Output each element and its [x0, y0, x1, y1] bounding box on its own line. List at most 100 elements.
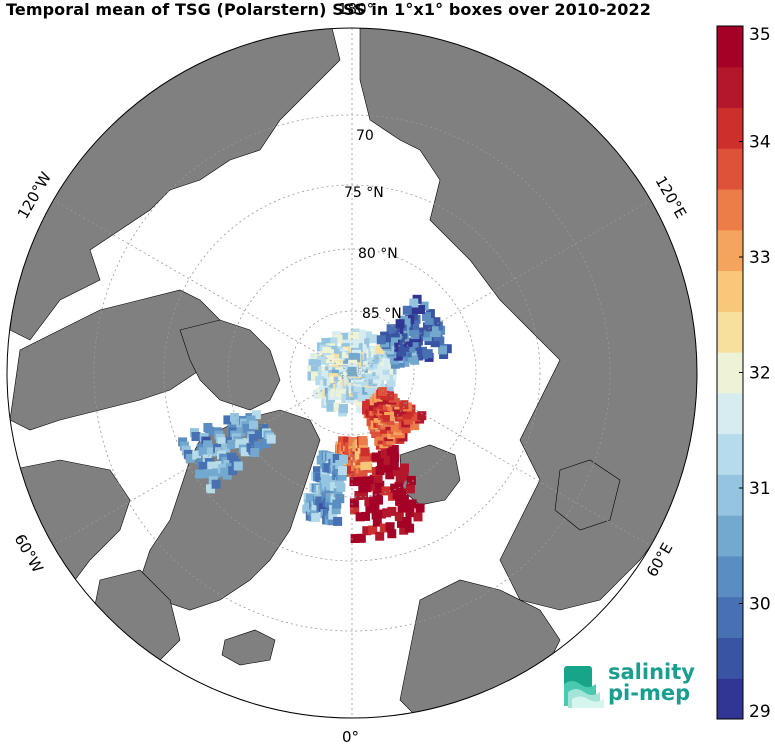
- colorbar-tick-label: 31: [749, 479, 771, 499]
- logo-line1: salinity: [608, 660, 695, 684]
- sss-cell: [338, 466, 347, 475]
- colorbar-swatch: [717, 637, 743, 679]
- sss-cell: [362, 483, 372, 493]
- sss-cell: [310, 506, 319, 516]
- sss-cell: [369, 496, 379, 506]
- sss-cell: [359, 490, 368, 500]
- sss-cell: [358, 436, 368, 446]
- sss-cell: [382, 508, 392, 518]
- sss-cell: [394, 512, 404, 522]
- sss-cell: [349, 338, 359, 348]
- sss-cell: [379, 360, 389, 370]
- sss-cell: [354, 491, 364, 500]
- sss-cell: [410, 421, 420, 431]
- sss-cell: [405, 508, 415, 518]
- sss-cell: [326, 452, 336, 462]
- sss-cell: [350, 505, 360, 515]
- sss-cell: [311, 365, 320, 375]
- colorbar-swatches: [717, 26, 743, 720]
- colorbar-swatch: [717, 270, 743, 312]
- sss-cell: [212, 468, 221, 478]
- sss-cell: [405, 523, 415, 533]
- sss-cell: [233, 461, 243, 471]
- colorbar-tick-label: 34: [749, 133, 771, 153]
- sss-cell: [253, 441, 263, 451]
- sss-cell: [246, 415, 256, 425]
- sss-cell: [242, 437, 252, 447]
- sss-cell: [333, 488, 343, 498]
- sss-cell: [356, 533, 366, 543]
- sss-cell: [415, 503, 425, 513]
- sss-cell: [394, 407, 404, 417]
- sss-cell: [375, 480, 385, 490]
- colorbar-swatch: [717, 148, 743, 190]
- colorbar-swatch: [717, 515, 743, 557]
- lon-label-180: 180°: [338, 0, 374, 18]
- sss-cell: [261, 439, 271, 448]
- colorbar-swatch: [717, 352, 743, 394]
- sss-cell: [320, 474, 330, 484]
- sss-cell: [395, 319, 405, 329]
- sss-cell: [379, 523, 389, 533]
- sss-cell: [305, 493, 315, 503]
- sss-cell: [390, 422, 400, 432]
- colorbar-tick-label: 29: [749, 702, 771, 722]
- sss-cell: [204, 426, 214, 436]
- sss-cell: [337, 471, 347, 481]
- sss-cell: [315, 376, 325, 386]
- sss-cell: [402, 305, 412, 315]
- sss-cell: [442, 344, 452, 354]
- sss-cell: [352, 390, 362, 400]
- lat-circle-85: [289, 310, 415, 436]
- sss-cell: [304, 499, 314, 509]
- lat-label-75: 75 °N: [344, 185, 384, 201]
- sss-cell: [335, 494, 345, 504]
- land-ellesmere: [179, 319, 281, 411]
- sss-cell: [431, 317, 441, 327]
- sss-cell: [385, 391, 394, 401]
- sss-cell: [369, 354, 379, 364]
- sss-cell: [402, 501, 412, 511]
- sss-cell: [207, 461, 217, 471]
- sss-cell: [248, 434, 258, 443]
- sss-cell: [438, 345, 447, 355]
- sss-cell: [192, 450, 202, 460]
- sss-cell: [399, 471, 409, 481]
- sss-cell: [185, 453, 195, 463]
- sss-cell: [227, 439, 237, 449]
- sss-cell: [409, 298, 419, 308]
- sss-cell: [198, 447, 208, 457]
- colorbar-swatch: [717, 555, 743, 598]
- sss-cell: [324, 486, 334, 496]
- sss-cell: [392, 467, 402, 477]
- sss-cell: [332, 499, 342, 509]
- sss-cell: [403, 348, 412, 358]
- land-greenland: [139, 409, 321, 611]
- sss-cell: [222, 470, 232, 480]
- sss-cell: [413, 512, 423, 522]
- colorbar-swatch: [717, 311, 743, 353]
- sss-cell: [385, 470, 395, 480]
- lat-label-70: 70: [356, 128, 374, 144]
- colorbar-tick-label: 35: [749, 25, 771, 45]
- sss-cell: [356, 329, 366, 339]
- sss-cell: [403, 337, 413, 347]
- sss-cell: [316, 355, 326, 365]
- sss-cell: [397, 518, 406, 528]
- sss-cell: [313, 466, 322, 476]
- sss-cell: [364, 497, 374, 507]
- colorbar-swatch: [717, 107, 743, 149]
- sss-cell: [211, 479, 221, 489]
- land-novaya-zemlya: [554, 459, 621, 531]
- colorbar-swatch: [717, 474, 743, 516]
- sss-cell: [347, 366, 357, 376]
- sss-cell: [395, 358, 405, 368]
- sss-cell: [395, 496, 405, 506]
- sss-cell: [330, 353, 340, 363]
- sss-cell: [400, 463, 409, 473]
- sss-cell: [319, 503, 328, 513]
- sss-cell: [383, 455, 393, 465]
- sss-cell: [217, 437, 227, 447]
- sss-cell: [333, 402, 343, 412]
- sss-cell: [249, 420, 258, 430]
